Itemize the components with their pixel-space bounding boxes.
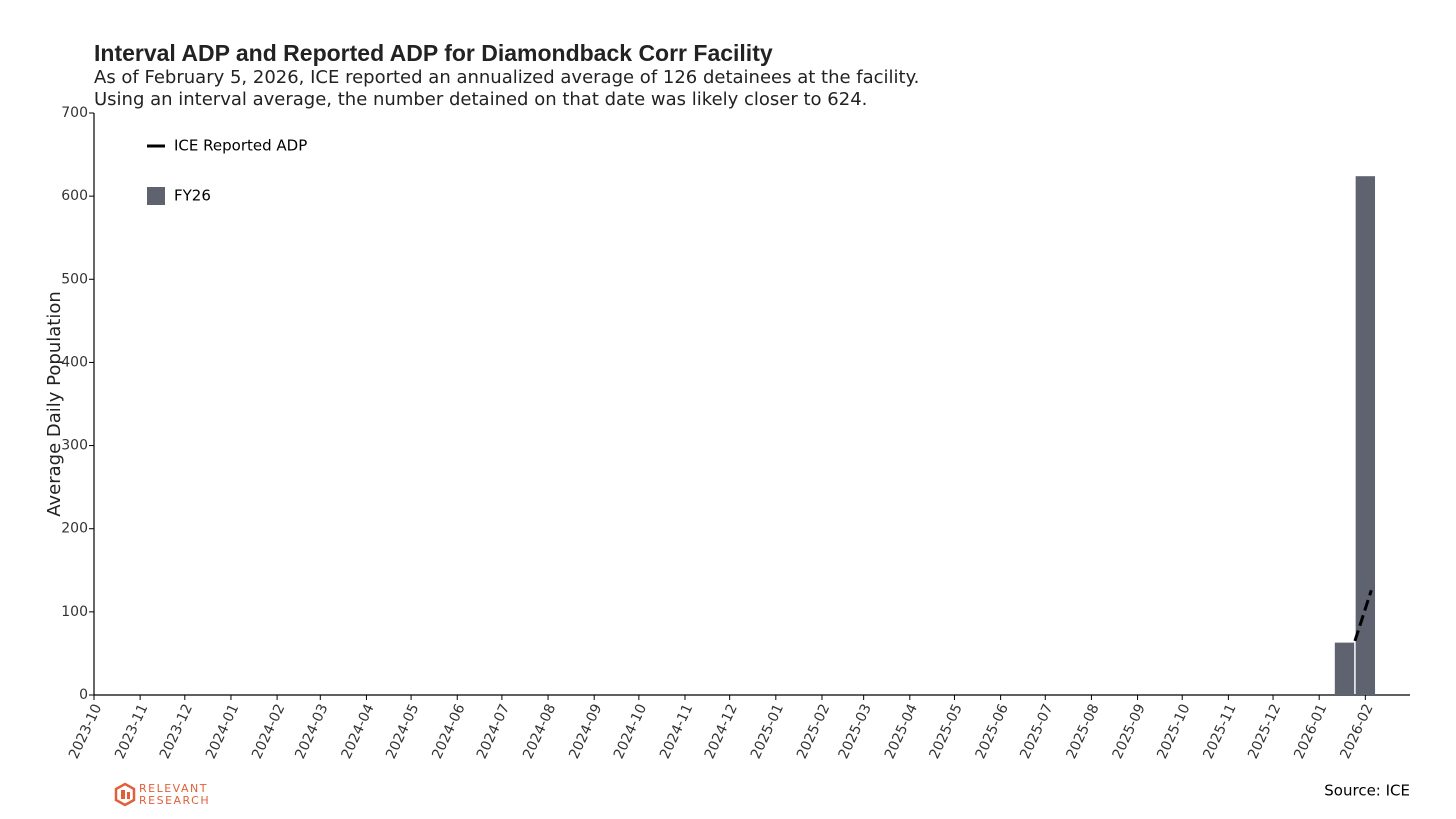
x-tick-label: 2025-11 <box>1200 702 1239 762</box>
x-tick-label: 2025-12 <box>1245 702 1284 762</box>
logo-text: RESEARCH <box>139 794 210 807</box>
x-tick-label: 2025-03 <box>836 702 875 762</box>
x-tick-label: 2025-10 <box>1154 702 1193 762</box>
x-tick-label: 2023-11 <box>112 702 151 762</box>
x-tick-label: 2024-05 <box>383 702 422 762</box>
subtitle: Using an interval average, the number de… <box>94 89 867 110</box>
x-tick-label: 2024-06 <box>429 702 468 762</box>
line <box>1353 589 1373 642</box>
legend-label: FY26 <box>174 187 211 205</box>
x-tick-label: 2026-02 <box>1337 702 1376 762</box>
subtitle: As of February 5, 2026, ICE reported an … <box>94 67 919 88</box>
y-tick-label: 200 <box>61 521 88 537</box>
x-tick-label: 2024-02 <box>249 702 288 762</box>
x-tick-label: 2024-08 <box>520 702 559 762</box>
y-tick-label: 500 <box>61 271 88 287</box>
x-tick-label: 2023-12 <box>157 702 196 762</box>
x-tick-label: 2024-07 <box>474 702 513 762</box>
y-tick-label: 700 <box>61 105 88 121</box>
x-tick-label: 2025-02 <box>794 702 833 762</box>
logo-text: RELEVANT <box>139 782 208 795</box>
x-tick-label: 2025-05 <box>926 702 965 762</box>
y-tick-label: 400 <box>61 354 88 370</box>
x-tick-label: 2024-12 <box>702 702 741 762</box>
logo-icon <box>114 782 136 807</box>
x-tick-label: 2024-10 <box>611 702 650 762</box>
x-tick-label: 2024-03 <box>292 702 331 762</box>
x-tick-label: 2024-04 <box>338 702 377 762</box>
x-tick-label: 2025-06 <box>973 702 1012 762</box>
y-tick-label: 600 <box>61 188 88 204</box>
x-tick-label: 2024-01 <box>203 702 242 762</box>
y-tick-label: 300 <box>61 438 88 454</box>
y-axis-label: Average Daily Population <box>44 291 65 516</box>
x-tick-label: 2025-08 <box>1063 702 1102 762</box>
legend-label: ICE Reported ADP <box>174 137 307 155</box>
x-tick-label: 2025-07 <box>1017 702 1056 762</box>
x-tick-label: 2025-04 <box>882 702 921 762</box>
bar <box>1334 642 1355 695</box>
x-tick-label: 2024-11 <box>657 702 696 762</box>
y-tick-label: 0 <box>79 687 88 703</box>
x-tick-label: 2023-10 <box>66 702 105 762</box>
y-tick-label: 100 <box>61 604 88 620</box>
x-tick-label: 2025-01 <box>748 702 787 762</box>
bar <box>1355 176 1376 695</box>
x-tick-label: 2025-09 <box>1110 702 1149 762</box>
x-tick-label: 2026-01 <box>1291 702 1330 762</box>
chart-title: Interval ADP and Reported ADP for Diamon… <box>94 40 773 66</box>
legend-swatch <box>147 187 165 205</box>
source: Source: ICE <box>1324 782 1410 800</box>
x-tick-label: 2024-09 <box>566 702 605 762</box>
